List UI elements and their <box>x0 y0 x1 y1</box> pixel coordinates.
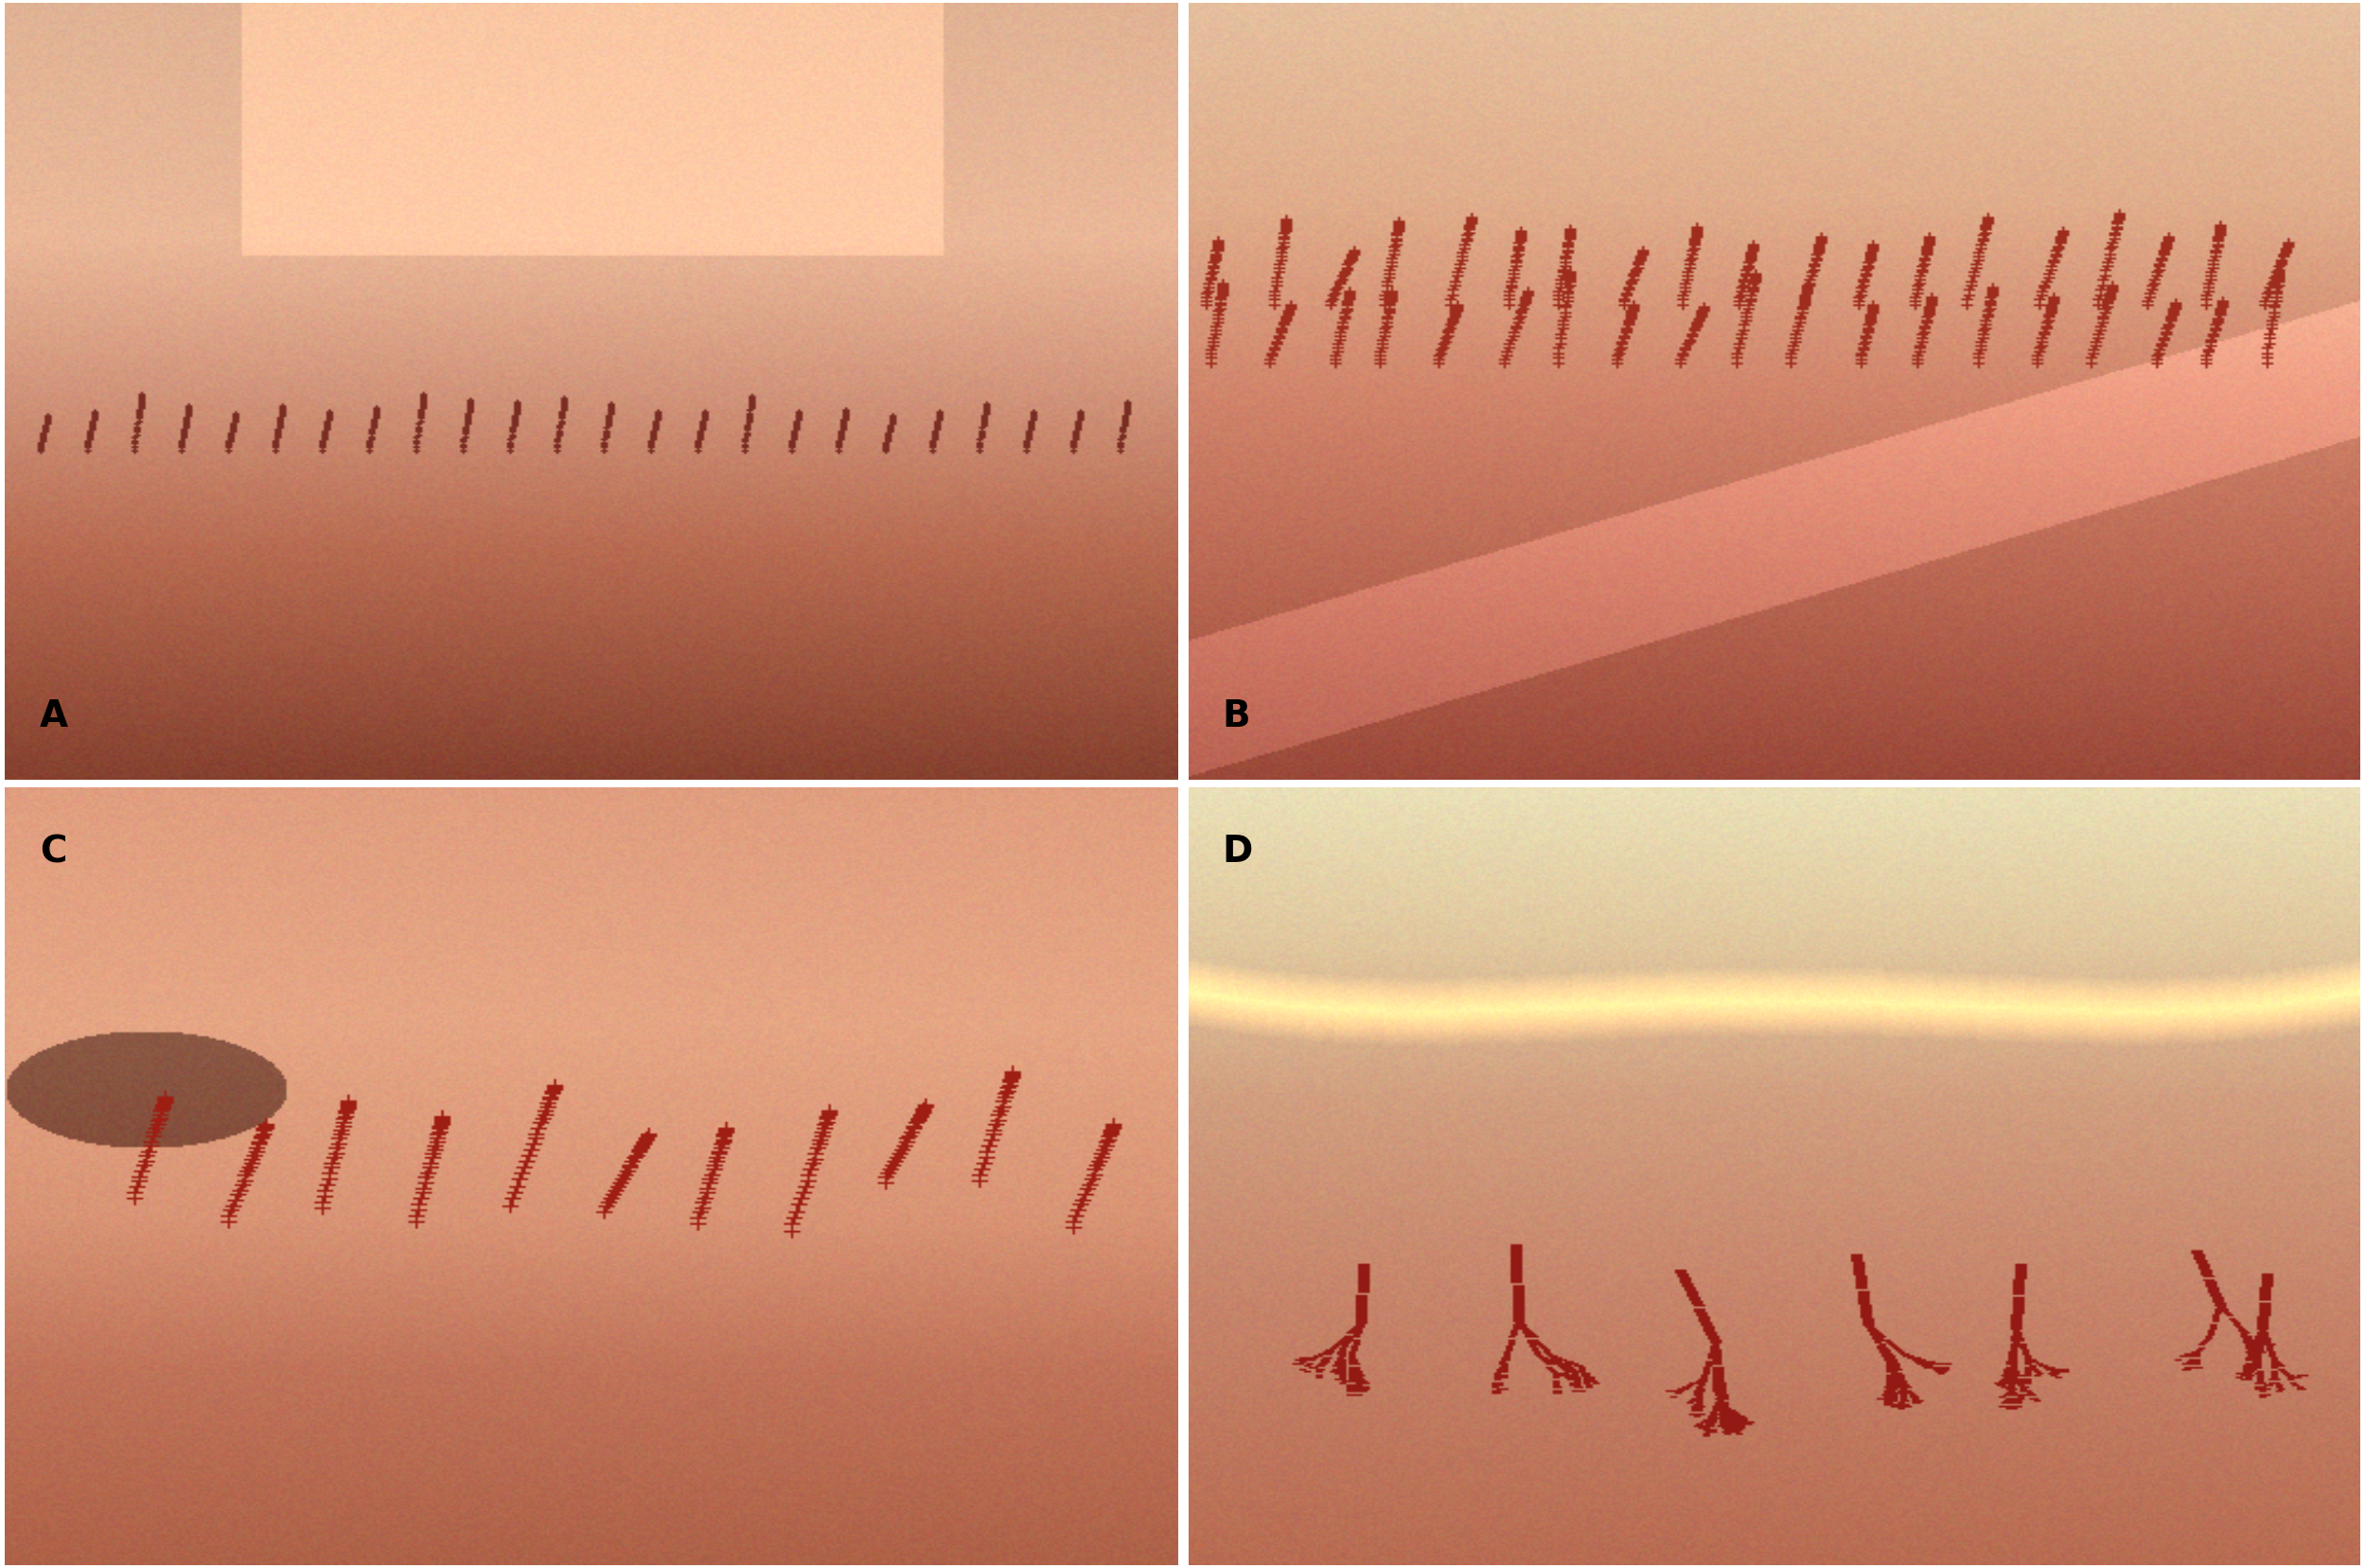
Text: A: A <box>40 698 69 734</box>
Text: C: C <box>40 834 66 870</box>
Text: D: D <box>1223 834 1253 870</box>
Text: B: B <box>1223 698 1251 734</box>
